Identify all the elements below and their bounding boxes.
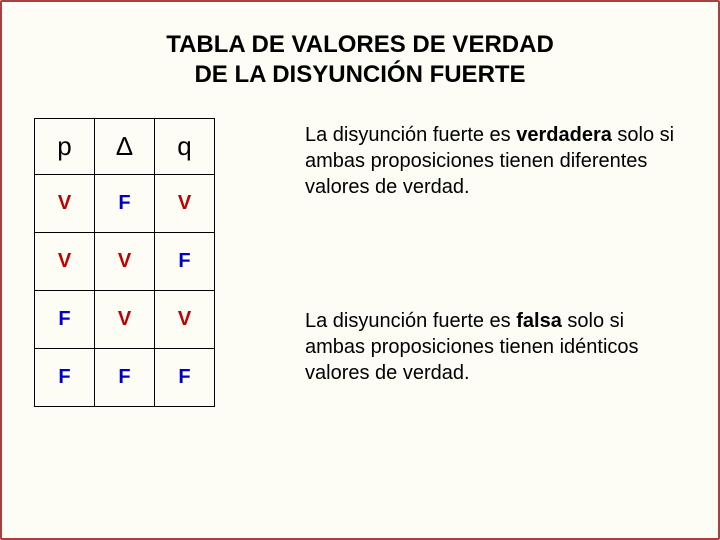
cell-p: V bbox=[35, 175, 95, 233]
title-line1: TABLA DE VALORES DE VERDAD bbox=[166, 31, 554, 58]
cell-p: F bbox=[35, 291, 95, 349]
cell-p: V bbox=[35, 233, 95, 291]
para1-bold: verdadera bbox=[516, 124, 612, 146]
header-q: q bbox=[155, 119, 215, 175]
table-row: F F F bbox=[35, 349, 215, 407]
truth-table: p ∆ q V F V V V F F V V F F F bbox=[34, 118, 215, 407]
header-op: ∆ bbox=[95, 119, 155, 175]
cell-op: F bbox=[95, 175, 155, 233]
cell-q: F bbox=[155, 349, 215, 407]
para2-bold: falsa bbox=[516, 310, 562, 332]
para2-prefix: La disyunción fuerte es bbox=[305, 310, 516, 332]
explanation-area: La disyunción fuerte es verdadera solo s… bbox=[215, 118, 686, 407]
paragraph-falsa: La disyunción fuerte es falsa solo si am… bbox=[305, 308, 686, 386]
cell-p: F bbox=[35, 349, 95, 407]
cell-q: V bbox=[155, 175, 215, 233]
cell-op: F bbox=[95, 349, 155, 407]
slide-title: TABLA DE VALORES DE VERDAD DE LA DISYUNC… bbox=[2, 30, 718, 90]
title-line2: DE LA DISYUNCIÓN FUERTE bbox=[194, 61, 525, 88]
table-row: V F V bbox=[35, 175, 215, 233]
header-p: p bbox=[35, 119, 95, 175]
cell-op: V bbox=[95, 233, 155, 291]
cell-q: F bbox=[155, 233, 215, 291]
cell-op: V bbox=[95, 291, 155, 349]
table-row: V V F bbox=[35, 233, 215, 291]
cell-q: V bbox=[155, 291, 215, 349]
table-header-row: p ∆ q bbox=[35, 119, 215, 175]
paragraph-verdadera: La disyunción fuerte es verdadera solo s… bbox=[305, 122, 686, 200]
content-area: p ∆ q V F V V V F F V V F F F La disyunc… bbox=[2, 118, 718, 407]
table-row: F V V bbox=[35, 291, 215, 349]
para1-prefix: La disyunción fuerte es bbox=[305, 124, 516, 146]
